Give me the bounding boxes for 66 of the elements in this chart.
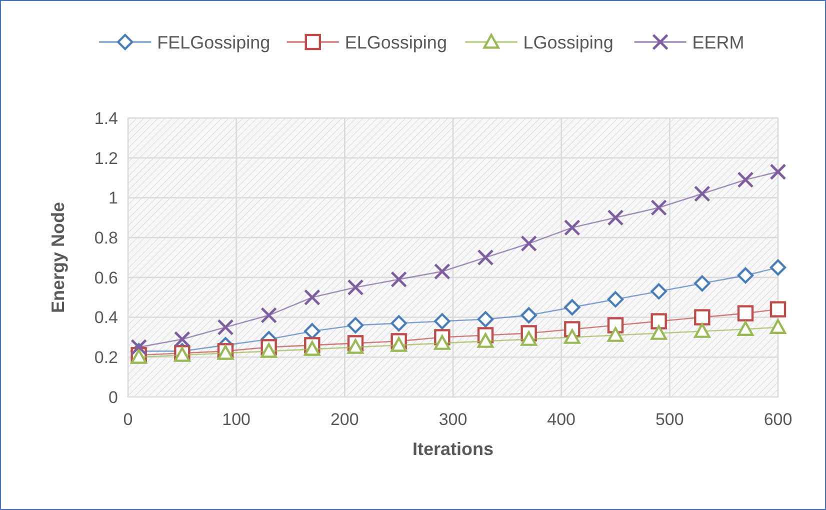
y-tick-label: 1.2 <box>94 148 118 168</box>
point <box>650 199 668 216</box>
point <box>770 301 786 318</box>
point <box>390 315 407 332</box>
point <box>347 279 364 296</box>
point <box>477 333 494 348</box>
point <box>390 271 408 288</box>
y-tick-label: 0.2 <box>94 348 118 368</box>
point <box>607 291 624 308</box>
y-axis-title: Energy Node <box>48 202 68 314</box>
point <box>347 317 364 334</box>
point <box>564 219 580 236</box>
x-tick-label: 100 <box>222 410 251 429</box>
point <box>217 319 234 336</box>
y-tick-label: 0.6 <box>94 268 118 288</box>
point <box>650 313 667 330</box>
point <box>434 313 450 330</box>
point <box>737 321 754 336</box>
point <box>304 289 320 306</box>
point <box>737 305 754 322</box>
point <box>694 185 710 202</box>
point <box>434 263 450 280</box>
point <box>770 164 786 180</box>
point <box>130 338 148 356</box>
point <box>564 329 580 344</box>
point <box>260 343 277 358</box>
point <box>650 283 667 300</box>
point <box>694 309 710 326</box>
point <box>770 319 786 334</box>
point <box>607 327 624 342</box>
point <box>770 259 786 276</box>
point <box>564 299 580 316</box>
point <box>607 209 624 226</box>
point <box>737 172 754 188</box>
point <box>650 325 667 340</box>
point <box>434 335 450 350</box>
y-tick-label: 1.4 <box>94 108 118 128</box>
point <box>694 275 710 292</box>
x-tick-label: 600 <box>764 410 792 429</box>
y-tick-label: 0.8 <box>94 228 118 248</box>
y-tick-label: 1 <box>108 188 118 208</box>
point <box>390 337 407 352</box>
x-tick-label: 200 <box>330 410 359 429</box>
point <box>477 311 494 328</box>
x-tick-label: 400 <box>547 410 576 429</box>
point <box>304 341 320 356</box>
point <box>520 235 538 252</box>
point <box>304 323 320 340</box>
legend-label: ELGossiping <box>344 32 447 52</box>
point <box>520 307 537 324</box>
point <box>260 307 278 324</box>
x-axis-title: Iterations <box>412 439 494 459</box>
x-tick-label: 500 <box>655 410 684 429</box>
point <box>737 267 754 284</box>
y-tick-label: 0 <box>108 388 118 407</box>
point <box>174 330 190 348</box>
legend-label: FELGossiping <box>157 32 270 52</box>
point <box>347 339 364 354</box>
x-tick-label: 0 <box>123 410 133 429</box>
legend-label: LGossiping <box>523 32 614 52</box>
point <box>477 249 494 266</box>
legend-label: EERM <box>692 32 744 52</box>
point <box>520 331 537 346</box>
point <box>694 323 710 338</box>
y-tick-label: 0.4 <box>94 308 118 328</box>
x-tick-label: 300 <box>438 410 468 429</box>
